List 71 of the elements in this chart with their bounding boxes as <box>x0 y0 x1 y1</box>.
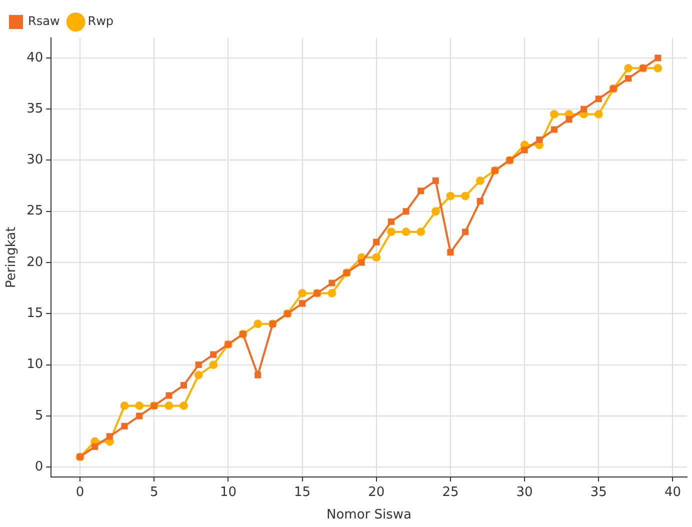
point <box>358 259 365 266</box>
point <box>476 198 484 204</box>
point <box>431 207 440 216</box>
point <box>388 218 394 225</box>
point <box>194 370 203 380</box>
point <box>92 443 98 450</box>
x-tick-label: 0 <box>76 484 84 500</box>
point <box>372 253 381 262</box>
y-tick-label: 10 <box>26 357 44 372</box>
y-tick-label: 30 <box>26 152 44 168</box>
y-tick-label: 25 <box>26 204 44 219</box>
point <box>447 249 454 256</box>
point <box>402 228 410 236</box>
y-tick-label: 5 <box>34 408 44 424</box>
point <box>521 146 528 154</box>
x-tick-label: 15 <box>294 484 311 500</box>
x-tick-label: 35 <box>590 484 607 500</box>
point <box>164 402 174 410</box>
point <box>624 64 632 72</box>
point <box>654 64 662 72</box>
point <box>580 106 588 112</box>
y-axis-title: Peringkat <box>4 226 20 288</box>
point <box>566 116 572 123</box>
point <box>402 208 410 215</box>
point <box>418 188 424 194</box>
point <box>386 228 396 236</box>
point <box>299 300 306 307</box>
point <box>106 433 113 440</box>
point <box>180 382 188 389</box>
x-tick-label: 40 <box>664 484 681 500</box>
point <box>446 192 455 200</box>
point <box>416 228 426 236</box>
y-tick-label: 20 <box>26 254 44 270</box>
point <box>209 360 218 369</box>
point <box>180 402 188 410</box>
x-tick-label: 30 <box>516 484 533 500</box>
x-tick-label: 25 <box>442 484 459 500</box>
point <box>298 289 306 298</box>
x-tick-label: 5 <box>150 484 158 500</box>
point <box>328 280 336 286</box>
point <box>594 110 603 118</box>
point <box>373 238 380 246</box>
point <box>254 372 262 378</box>
point <box>328 289 336 298</box>
point <box>254 320 262 328</box>
y-tick-label: 15 <box>26 306 44 322</box>
point <box>654 54 662 62</box>
point <box>625 75 632 82</box>
legend-label: Rsaw <box>28 14 60 28</box>
point <box>536 136 543 144</box>
legend-label: Rwp <box>88 14 114 28</box>
point <box>432 177 439 184</box>
point <box>120 402 129 410</box>
point <box>476 176 484 185</box>
x-tick-label: 20 <box>368 484 385 500</box>
point <box>210 351 217 358</box>
point <box>121 422 128 430</box>
point <box>595 96 602 102</box>
y-tick-label: 0 <box>34 459 44 474</box>
x-axis-title: Nomor Siswa <box>326 508 412 523</box>
point <box>136 412 143 420</box>
point <box>550 126 558 133</box>
point <box>462 228 469 236</box>
y-tick-label: 40 <box>26 50 44 66</box>
point <box>195 362 202 368</box>
point <box>550 110 558 118</box>
point <box>461 192 470 200</box>
point <box>166 392 172 399</box>
x-tick-label: 10 <box>220 484 236 500</box>
point <box>135 402 144 410</box>
y-tick-label: 35 <box>26 101 44 116</box>
